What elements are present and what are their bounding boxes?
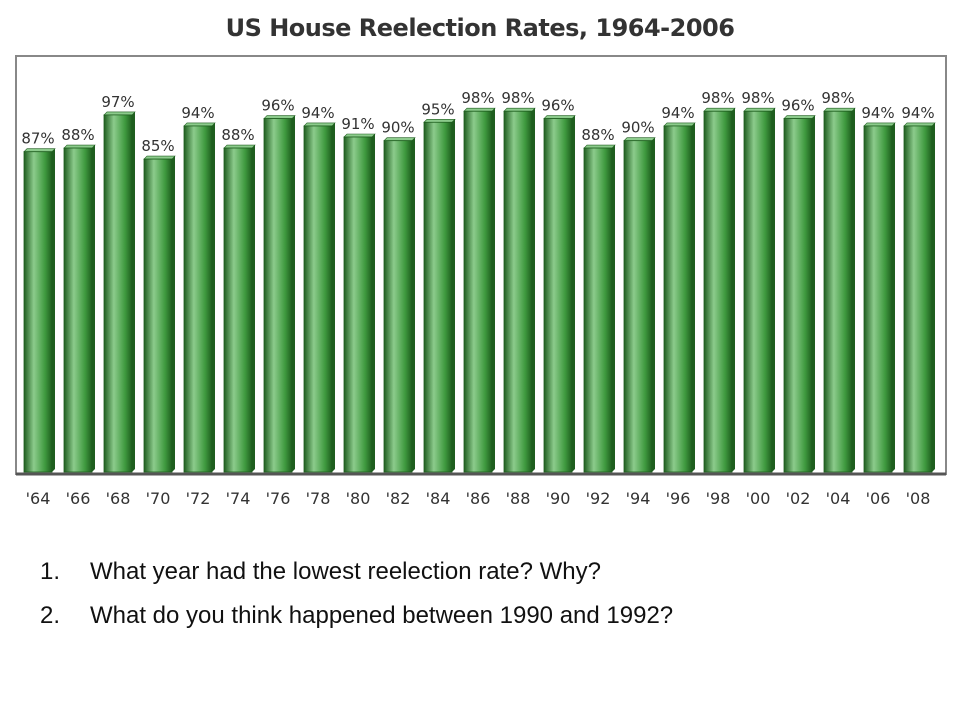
x-tick-label: '00 — [746, 489, 771, 508]
bar — [303, 122, 336, 473]
x-tick-label: '98 — [706, 489, 731, 508]
bar-value-label: 95% — [421, 100, 454, 118]
bar — [663, 122, 696, 473]
bar-value-label: 91% — [341, 115, 374, 133]
bar-value-label: 94% — [861, 104, 894, 122]
bar-value-label: 94% — [901, 104, 934, 122]
bar — [863, 122, 896, 473]
bar-value-label: 90% — [621, 119, 654, 137]
bar — [223, 144, 256, 473]
x-tick-label: '84 — [426, 489, 451, 508]
bar — [23, 148, 56, 473]
bar — [543, 115, 576, 473]
x-tick-label: '68 — [106, 489, 131, 508]
bar-value-label: 96% — [541, 97, 574, 115]
bar — [343, 133, 376, 473]
bar — [703, 107, 736, 473]
bar — [743, 107, 776, 473]
x-tick-label: '96 — [666, 489, 691, 508]
bar-value-label: 98% — [461, 89, 494, 107]
x-tick-label: '74 — [226, 489, 251, 508]
x-tick-label: '72 — [186, 489, 211, 508]
bar — [583, 144, 616, 473]
x-tick-label: '76 — [266, 489, 291, 508]
x-tick-label: '06 — [866, 489, 891, 508]
question-number: 1. — [40, 558, 61, 585]
bar-value-label: 94% — [181, 104, 214, 122]
bar-value-label: 98% — [741, 89, 774, 107]
x-tick-label: '80 — [346, 489, 371, 508]
bar — [383, 137, 416, 473]
x-tick-label: '70 — [146, 489, 171, 508]
question-item: 2. What do you think happened between 199… — [40, 600, 673, 644]
x-tick-label: '08 — [906, 489, 931, 508]
bar-value-label: 88% — [221, 126, 254, 144]
bar — [623, 137, 656, 473]
question-item: 1. What year had the lowest reelection ra… — [40, 556, 673, 600]
bar — [103, 111, 136, 473]
bar — [823, 107, 856, 473]
bar — [63, 144, 96, 473]
bar-value-label: 98% — [701, 89, 734, 107]
bar-value-label: 85% — [141, 137, 174, 155]
bar — [503, 107, 536, 473]
bar-value-label: 94% — [661, 104, 694, 122]
bar-value-label: 98% — [501, 89, 534, 107]
x-tick-label: '64 — [26, 489, 51, 508]
bar-value-label: 88% — [581, 126, 614, 144]
bar — [783, 115, 816, 473]
question-number: 2. — [40, 602, 61, 629]
bar-value-label: 90% — [381, 119, 414, 137]
bar — [263, 115, 296, 473]
x-tick-label: '82 — [386, 489, 411, 508]
x-tick-label: '86 — [466, 489, 491, 508]
x-tick-label: '78 — [306, 489, 331, 508]
bar-value-label: 96% — [261, 97, 294, 115]
bar — [423, 118, 456, 473]
question-text: What year had the lowest reelection rate… — [90, 558, 601, 585]
bar-value-label: 94% — [301, 104, 334, 122]
bar-value-label: 96% — [781, 97, 814, 115]
bar — [903, 122, 936, 473]
question-text: What do you think happened between 1990 … — [90, 602, 674, 629]
bar-value-label: 88% — [61, 126, 94, 144]
x-tick-label: '90 — [546, 489, 571, 508]
x-tick-label: '94 — [626, 489, 651, 508]
bar-value-label: 98% — [821, 89, 854, 107]
bar — [463, 107, 496, 473]
x-tick-label: '04 — [826, 489, 851, 508]
x-tick-label: '88 — [506, 489, 531, 508]
bar — [183, 122, 216, 473]
x-tick-label: '66 — [66, 489, 91, 508]
bar-value-label: 87% — [21, 130, 54, 148]
bar — [143, 155, 176, 473]
bar-chart: 87% 88% 97% 85% 94% 88% 96% 94% 91% 90% 95% 98% 98% 9… — [15, 55, 947, 508]
chart-title: US House Reelection Rates, 1964-2006 — [225, 14, 735, 42]
x-tick-label: '92 — [586, 489, 611, 508]
x-tick-label: '02 — [786, 489, 811, 508]
question-list: 1. What year had the lowest reelection ra… — [40, 556, 673, 644]
bar-value-label: 97% — [101, 93, 134, 111]
